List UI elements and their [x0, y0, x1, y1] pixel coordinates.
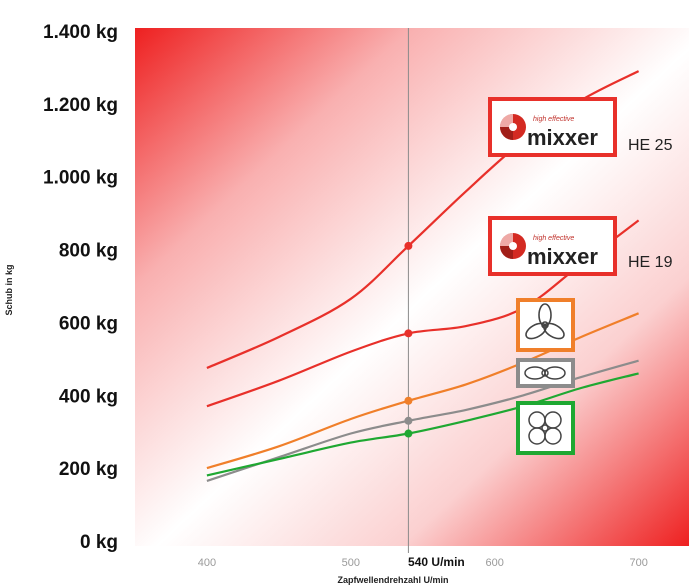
y-tick-label: 1.200 kg: [43, 95, 118, 116]
four-blade-propeller-icon: [528, 411, 562, 445]
legend-he25-logo-big: mixxer: [527, 125, 598, 150]
y-tick-label: 200 kg: [59, 459, 118, 480]
x-tick-labels: 400 500 540 U/min 600 700: [198, 555, 648, 569]
legend-he19-logo-small: high effective: [533, 235, 574, 242]
y-tick-label: 1.400 kg: [43, 22, 118, 43]
y-tick-label: 0 kg: [80, 532, 118, 553]
marker-he25: [404, 241, 413, 250]
three-blade-propeller-icon: [525, 303, 565, 340]
legend-grey-propeller: [516, 358, 575, 388]
x-tick-label: 600: [486, 557, 504, 569]
legend-he25-logo-small: high effective: [533, 116, 574, 123]
green-icon-box: [516, 401, 575, 455]
legend-he19-label: HE 19: [628, 254, 673, 271]
marker-green: [404, 429, 413, 438]
legend-he19-logo-big: mixxer: [527, 244, 598, 269]
legend-orange-propeller: [516, 298, 575, 352]
y-tick-label: 400 kg: [59, 386, 118, 407]
x-tick-label: 700: [629, 557, 647, 569]
mixxer-logo-icon: [500, 114, 526, 140]
marker-he19: [404, 329, 413, 338]
series-line-green: [206, 372, 639, 477]
y-tick-label: 1.000 kg: [43, 168, 118, 189]
y-axis-label: Schub in kg: [4, 264, 14, 315]
x-tick-label: 540 U/min: [408, 555, 465, 569]
marker-orange: [404, 396, 413, 405]
legend-he19: high effective mixxer HE 19: [488, 216, 673, 276]
marker-layer: [404, 241, 413, 438]
y-tick-label: 800 kg: [59, 241, 118, 262]
x-tick-label: 500: [342, 557, 360, 569]
legend-green-propeller: [516, 401, 575, 455]
marker-grey: [404, 416, 413, 425]
two-blade-propeller-icon: [524, 366, 566, 380]
legend-he25-label: HE 25: [628, 137, 673, 154]
y-tick-labels: 0 kg 200 kg 400 kg 600 kg 800 kg 1.000 kg 1.20…: [43, 22, 118, 553]
x-axis-label: Zapfwellendrehzahl U/min: [337, 575, 448, 585]
mixxer-logo-icon: [500, 233, 526, 259]
y-tick-label: 600 kg: [59, 313, 118, 334]
x-tick-label: 400: [198, 557, 216, 569]
legend-he25: high effective mixxer HE 25: [488, 97, 673, 157]
